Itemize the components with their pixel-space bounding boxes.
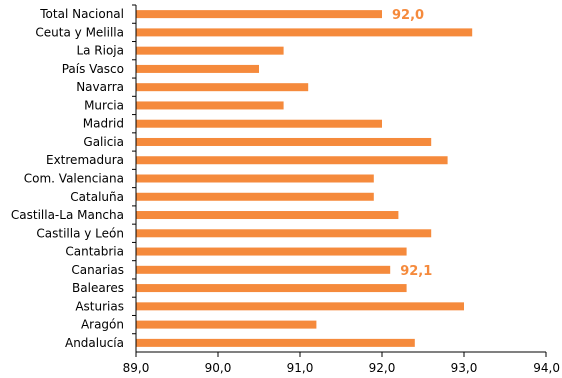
bar-galicia <box>136 137 432 146</box>
x-tick-label: 89,0 <box>123 361 150 375</box>
category-label-baleares: Baleares <box>72 281 124 295</box>
bar-aragon <box>136 320 317 329</box>
category-label-aragon: Aragón <box>81 318 124 332</box>
category-label-castilla-la-mancha: Castilla-La Mancha <box>11 208 124 222</box>
category-label-madrid: Madrid <box>83 117 124 131</box>
category-label-cantabria: Cantabria <box>65 245 124 259</box>
x-tick-label: 91,0 <box>287 361 314 375</box>
x-ticks-group: 89,0 90,0 91,0 92,0 93,0 94,0 <box>123 352 560 375</box>
bar-ceuta-y-melilla <box>136 28 473 37</box>
category-label-murcia: Murcia <box>84 98 124 112</box>
bar-la-rioja <box>136 46 284 55</box>
data-labels-group: 92,0 92,1 <box>392 8 432 279</box>
bar-extremadura <box>136 156 448 165</box>
category-labels-group: Total Nacional Ceuta y Melilla La Rioja Paí… <box>11 4 136 350</box>
bar-canarias <box>136 265 391 274</box>
category-label-total-nacional: Total Nacional <box>39 7 124 21</box>
x-tick-label: 92,0 <box>369 361 396 375</box>
bar-pais-vasco <box>136 64 259 73</box>
category-label-navarra: Navarra <box>76 80 124 94</box>
bar-baleares <box>136 284 407 293</box>
data-label: 92,0 <box>392 8 424 23</box>
category-label-asturias: Asturias <box>75 299 124 313</box>
category-label-com-valenciana: Com. Valenciana <box>24 172 124 186</box>
category-label-canarias: Canarias <box>71 263 124 277</box>
category-label-la-rioja: La Rioja <box>76 44 124 58</box>
x-tick-label: 90,0 <box>205 361 232 375</box>
category-label-extremadura: Extremadura <box>46 153 124 167</box>
category-label-pais-vasco: País Vasco <box>62 62 124 76</box>
x-tick-label: 94,0 <box>533 361 560 375</box>
bars-group <box>136 10 473 347</box>
x-tick-label: 93,0 <box>451 361 478 375</box>
bar-total-nacional <box>136 10 382 19</box>
bar-navarra <box>136 83 309 92</box>
category-label-castilla-y-leon: Castilla y León <box>36 226 124 240</box>
bar-com-valenciana <box>136 174 374 183</box>
bar-murcia <box>136 101 284 110</box>
category-label-andalucia: Andalucía <box>65 336 124 350</box>
bar-andalucia <box>136 338 415 347</box>
category-label-galicia: Galicia <box>83 135 124 149</box>
data-label: 92,1 <box>400 264 432 279</box>
bar-castilla-y-leon <box>136 229 432 238</box>
category-label-cataluna: Cataluña <box>70 190 124 204</box>
category-label-ceuta-y-melilla: Ceuta y Melilla <box>35 25 124 39</box>
bar-madrid <box>136 119 382 128</box>
bar-cataluna <box>136 192 374 201</box>
bar-castilla-la-mancha <box>136 211 399 220</box>
bar-asturias <box>136 302 464 311</box>
bar-cantabria <box>136 247 407 256</box>
